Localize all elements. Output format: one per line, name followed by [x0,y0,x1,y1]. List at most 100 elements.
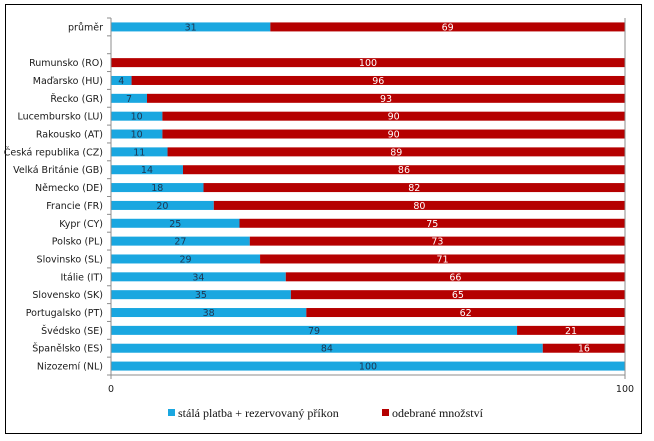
bar-fixed-fee-velka-britanie-gb [111,165,183,175]
category-label-nemecko-de: Německo (DE) [35,183,103,194]
legend-swatch-fixed-fee [168,409,175,416]
bar-consumed-amount-ceska-republika-cz [167,147,626,157]
bar-consumed-amount-italie-it [285,272,625,282]
data-label-consumed-amount-francie-fr: 80 [413,201,425,212]
category-label-ceska-republika-cz: Česká republika (CZ) [4,146,103,158]
data-label-fixed-fee-slovinsko-sl: 29 [179,254,191,265]
legend: stálá platba + rezervovaný příkon odebra… [168,406,484,420]
data-label-fixed-fee-svedsko-se: 79 [308,326,320,337]
bar-fixed-fee-madarsko-hu [111,75,132,85]
category-label-svedsko-se: Švédsko (SE) [41,325,103,337]
category-label-rakousko-at: Rakousko (AT) [36,130,103,141]
category-label-recko-gr: Řecko (GR) [50,94,103,105]
bar-fixed-fee-svedsko-se [111,325,518,335]
data-label-consumed-amount-ceska-republika-cz: 89 [390,147,402,158]
category-label-slovinsko-sl: Slovinsko (SL) [37,254,103,265]
data-label-consumed-amount-polsko-pl: 73 [431,237,443,248]
data-label-fixed-fee-polsko-pl: 27 [174,237,186,248]
data-label-fixed-fee-velka-britanie-gb: 14 [141,165,153,176]
data-label-consumed-amount-slovensko-sk: 65 [452,290,464,301]
category-labels-layer: průměr Rumunsko (RO) Maďarsko (HU) Řecko (G… [4,22,103,372]
category-label-portugalsko-pt: Portugalsko (PT) [26,308,103,319]
bar-consumed-amount-recko-gr [146,93,626,103]
axes-layer: 0 100 [107,17,634,395]
category-label-italie-it: Itálie (IT) [60,272,103,283]
x-tick-label-100: 100 [616,384,634,395]
bar-consumed-amount-velka-britanie-gb [182,165,625,175]
category-label-kypr-cy: Kypr (CY) [59,219,103,230]
category-label-slovensko-sk: Slovensko (SK) [32,290,103,301]
bar-fixed-fee-nemecko-de [111,183,204,193]
x-tick-label-0: 0 [108,384,114,395]
bar-fixed-fee-kypr-cy [111,218,240,228]
bar-fixed-fee-recko-gr [111,93,147,103]
data-label-fixed-fee-madarsko-hu: 4 [118,76,124,87]
data-label-consumed-amount-italie-it: 66 [449,272,461,283]
category-label-francie-fr: Francie (FR) [46,201,103,212]
data-label-consumed-amount-recko-gr: 93 [380,94,392,105]
category-label-spanelsko-es: Španělsko (ES) [32,343,103,355]
legend-label-consumed-amount: odebrané množství [392,406,484,420]
bar-fixed-fee-lucembursko-lu [111,111,163,121]
bar-fixed-fee-italie-it [111,272,286,282]
category-label-nizozemi-nl: Nizozemí (NL) [37,362,103,373]
data-label-fixed-fee-nemecko-de: 18 [151,183,163,194]
data-label-consumed-amount-rumunsko-ro: 100 [359,58,377,69]
data-label-fixed-fee-nizozemi-nl: 100 [359,362,377,373]
bar-consumed-amount-kypr-cy [239,218,625,228]
data-label-fixed-fee-lucembursko-lu: 10 [131,112,143,123]
data-label-consumed-amount-svedsko-se: 21 [565,326,577,337]
legend-label-fixed-fee: stálá platba + rezervovaný příkon [178,406,339,420]
data-label-consumed-amount-lucembursko-lu: 90 [388,112,400,123]
category-label-lucembursko-lu: Lucembursko (LU) [17,112,103,123]
data-label-consumed-amount-velka-britanie-gb: 86 [398,165,410,176]
bar-fixed-fee-ceska-republika-cz [111,147,168,157]
bar-fixed-fee-nizozemi-nl [111,361,625,371]
bar-fixed-fee-spanelsko-es [111,343,543,353]
category-label-rumunsko-ro: Rumunsko (RO) [29,58,103,69]
bar-consumed-amount-rakousko-at [162,129,625,139]
bars-layer: 31 69 100 4 96 7 93 10 90 10 90 11 89 14 86 18 82 20 80 25 7… [111,22,626,373]
data-label-fixed-fee-portugalsko-pt: 38 [203,308,215,319]
data-label-fixed-fee-slovensko-sk: 35 [195,290,207,301]
category-label-polsko-pl: Polsko (PL) [52,237,103,248]
data-label-consumed-amount-spanelsko-es: 16 [578,344,590,355]
data-label-consumed-amount-slovinsko-sl: 71 [436,254,448,265]
bar-consumed-amount-prumer [270,22,625,32]
bar-fixed-fee-rakousko-at [111,129,163,139]
category-label-prumer: průměr [68,22,103,33]
data-label-fixed-fee-ceska-republika-cz: 11 [133,147,145,158]
bar-consumed-amount-slovensko-sk [290,290,625,300]
data-label-consumed-amount-portugalsko-pt: 62 [460,308,472,319]
bar-consumed-amount-polsko-pl [249,236,625,246]
bar-fixed-fee-francie-fr [111,200,214,210]
bar-consumed-amount-portugalsko-pt [306,308,625,318]
legend-swatch-consumed-amount [382,409,389,416]
bar-consumed-amount-slovinsko-sl [260,254,625,264]
data-label-fixed-fee-spanelsko-es: 84 [321,344,333,355]
data-label-fixed-fee-prumer: 31 [185,22,197,33]
bar-consumed-amount-francie-fr [213,200,626,210]
data-label-consumed-amount-madarsko-hu: 96 [372,76,384,87]
data-label-consumed-amount-rakousko-at: 90 [388,130,400,141]
category-label-velka-britanie-gb: Velká Británie (GB) [13,165,103,176]
bar-fixed-fee-portugalsko-pt [111,308,307,318]
data-label-fixed-fee-kypr-cy: 25 [169,219,181,230]
bar-consumed-amount-lucembursko-lu [162,111,625,121]
bar-consumed-amount-madarsko-hu [131,75,625,85]
bar-consumed-amount-rumunsko-ro [111,58,625,68]
data-label-fixed-fee-rakousko-at: 10 [131,130,143,141]
category-label-madarsko-hu: Maďarsko (HU) [33,76,103,87]
bar-consumed-amount-nemecko-de [203,183,625,193]
data-label-consumed-amount-nemecko-de: 82 [408,183,420,194]
bar-fixed-fee-prumer [111,22,271,32]
bar-fixed-fee-slovensko-sk [111,290,291,300]
bar-fixed-fee-polsko-pl [111,236,250,246]
data-label-fixed-fee-recko-gr: 7 [126,94,132,105]
data-label-fixed-fee-francie-fr: 20 [156,201,168,212]
data-label-consumed-amount-prumer: 69 [442,22,454,33]
bar-consumed-amount-spanelsko-es [542,343,625,353]
data-label-fixed-fee-italie-it: 34 [192,272,204,283]
bar-consumed-amount-svedsko-se [517,325,625,335]
